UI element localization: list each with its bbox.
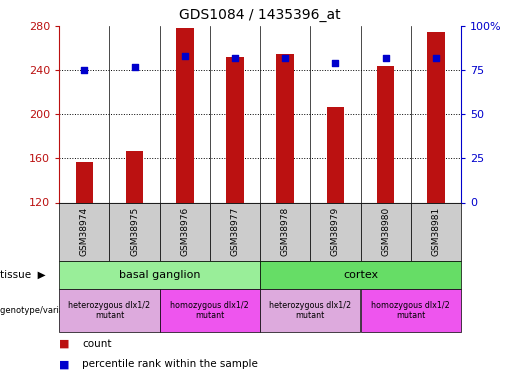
Text: ■: ■: [59, 339, 70, 349]
Bar: [427, 32, 444, 202]
Text: GSM38977: GSM38977: [231, 207, 239, 256]
Text: ■: ■: [59, 359, 70, 369]
Point: [331, 60, 339, 66]
Point: [382, 55, 390, 61]
Text: cortex: cortex: [343, 270, 378, 280]
Text: homozygous dlx1/2
mutant: homozygous dlx1/2 mutant: [170, 301, 249, 320]
Bar: [226, 57, 244, 202]
Text: GSM38974: GSM38974: [80, 207, 89, 256]
Point: [80, 68, 89, 74]
Bar: [76, 162, 93, 202]
Text: GSM38979: GSM38979: [331, 207, 340, 256]
Text: GSM38980: GSM38980: [381, 207, 390, 256]
Bar: [377, 66, 394, 203]
Title: GDS1084 / 1435396_at: GDS1084 / 1435396_at: [179, 9, 341, 22]
Text: GSM38976: GSM38976: [180, 207, 189, 256]
Bar: [176, 28, 194, 202]
Text: homozygous dlx1/2
mutant: homozygous dlx1/2 mutant: [371, 301, 450, 320]
Point: [181, 53, 189, 59]
Bar: [126, 151, 143, 202]
Point: [231, 55, 239, 61]
Text: heterozygous dlx1/2
mutant: heterozygous dlx1/2 mutant: [68, 301, 150, 320]
Point: [130, 64, 139, 70]
Text: GSM38978: GSM38978: [281, 207, 289, 256]
Bar: [327, 106, 344, 202]
Point: [281, 55, 289, 61]
Point: [432, 55, 440, 61]
Text: genotype/variation  ▶: genotype/variation ▶: [0, 306, 92, 315]
Text: percentile rank within the sample: percentile rank within the sample: [82, 359, 259, 369]
Text: GSM38981: GSM38981: [432, 207, 440, 256]
Bar: [277, 54, 294, 202]
Text: heterozygous dlx1/2
mutant: heterozygous dlx1/2 mutant: [269, 301, 351, 320]
Text: tissue  ▶: tissue ▶: [0, 270, 46, 280]
Text: count: count: [82, 339, 112, 349]
Text: GSM38975: GSM38975: [130, 207, 139, 256]
Text: basal ganglion: basal ganglion: [119, 270, 200, 280]
